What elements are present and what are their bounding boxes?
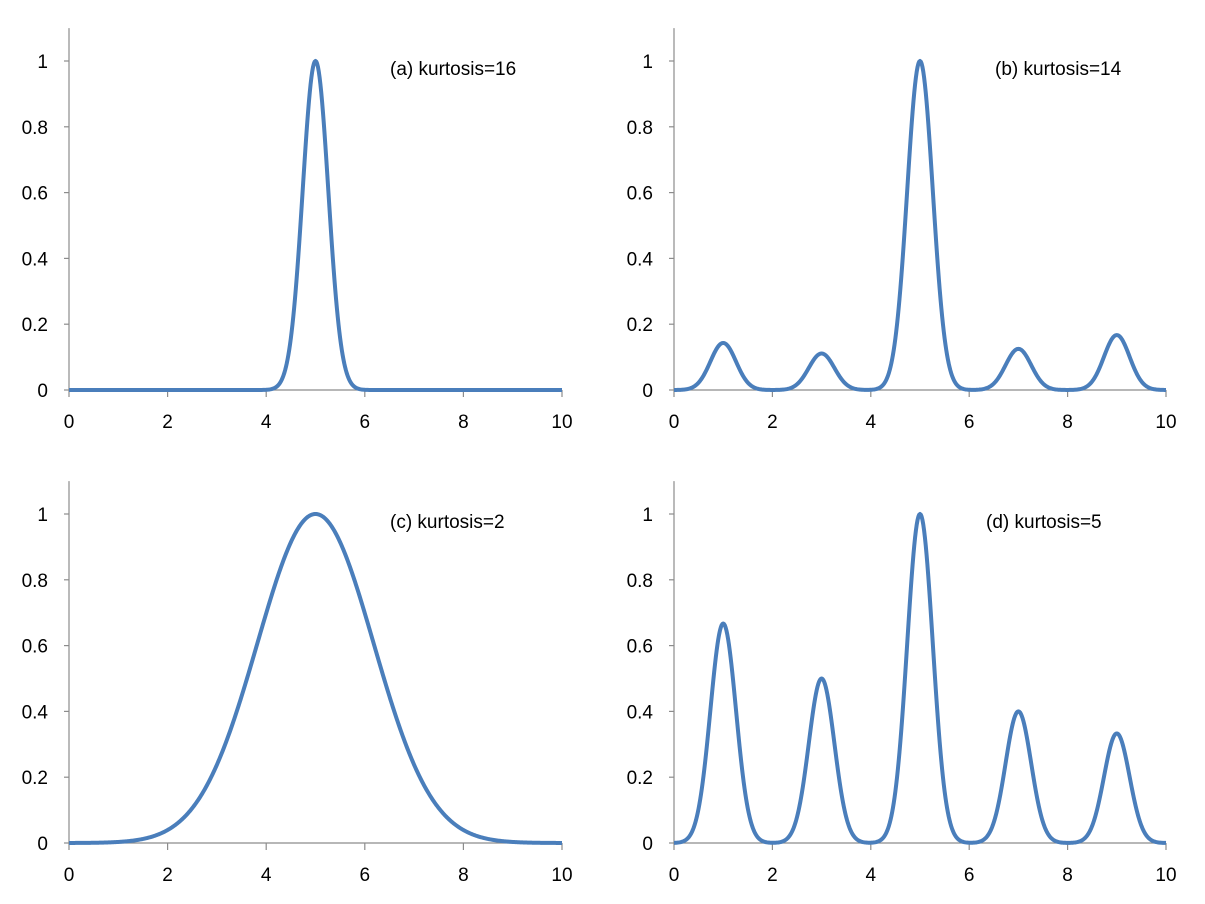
series-line: [672, 512, 1168, 845]
y-tick-label: 0.2: [22, 315, 48, 336]
y-tick-label: 1: [642, 52, 653, 73]
x-tick-label: 0: [669, 865, 680, 886]
y-tick-label: 0: [37, 381, 48, 402]
y-tick-label: 0.6: [22, 184, 48, 205]
x-tick-label: 8: [1062, 412, 1073, 433]
x-tick-label: 2: [767, 412, 778, 433]
y-tick-label: 0.2: [22, 768, 48, 789]
y-tick-label: 0.8: [22, 118, 48, 139]
x-tick-label: 8: [458, 865, 469, 886]
x-tick-label: 2: [767, 865, 778, 886]
x-tick-label: 10: [551, 865, 572, 886]
y-tick-label: 0.2: [627, 315, 653, 336]
y-tick-label: 0: [642, 381, 653, 402]
y-tick-label: 0.4: [627, 249, 654, 270]
y-tick-label: 0.4: [627, 702, 654, 723]
y-tick-label: 1: [37, 52, 48, 73]
y-tick-label: 0: [642, 834, 653, 855]
y-tick-label: 0.8: [627, 571, 653, 592]
x-tick-label: 0: [64, 865, 75, 886]
y-tick-label: 1: [37, 505, 48, 526]
subplot-d: 00.20.40.60.810 2 4 6 8 10(d) kurtosis=5: [627, 481, 1177, 886]
y-tick-label: 0: [37, 834, 48, 855]
x-tick-label: 6: [964, 412, 975, 433]
x-tick-label: 10: [1155, 412, 1176, 433]
x-tick-label: 10: [1155, 865, 1176, 886]
series-line: [67, 59, 564, 392]
x-tick-label: 10: [551, 412, 572, 433]
x-tick-label: 8: [458, 412, 469, 433]
y-tick-label: 0.8: [627, 118, 653, 139]
series-line: [672, 59, 1168, 392]
series-line: [67, 512, 564, 845]
y-tick-label: 0.4: [22, 249, 49, 270]
x-tick-label: 6: [360, 412, 371, 433]
y-tick-label: 0.8: [22, 571, 48, 592]
subplot-title: (c) kurtosis=2: [390, 512, 505, 533]
subplot-title: (d) kurtosis=5: [986, 512, 1102, 533]
x-tick-label: 0: [669, 412, 680, 433]
x-tick-label: 4: [261, 865, 272, 886]
x-tick-label: 4: [866, 865, 877, 886]
y-tick-label: 0.2: [627, 768, 653, 789]
x-tick-label: 0: [64, 412, 75, 433]
y-tick-label: 0.6: [22, 637, 48, 658]
y-tick-label: 0.4: [22, 702, 49, 723]
x-tick-label: 6: [360, 865, 371, 886]
x-tick-label: 6: [964, 865, 975, 886]
x-tick-label: 4: [866, 412, 877, 433]
x-tick-label: 4: [261, 412, 272, 433]
y-tick-label: 1: [642, 505, 653, 526]
x-tick-label: 8: [1062, 865, 1073, 886]
y-tick-label: 0.6: [627, 637, 653, 658]
subplot-a: 00.20.40.60.810 2 4 6 8 10(a) kurtosis=16: [22, 28, 573, 433]
subplot-c: 00.20.40.60.810 2 4 6 8 10(c) kurtosis=2: [22, 481, 573, 886]
subplot-title: (a) kurtosis=16: [390, 59, 516, 80]
x-tick-label: 2: [162, 412, 173, 433]
subplot-title: (b) kurtosis=14: [995, 59, 1122, 80]
x-tick-label: 2: [162, 865, 173, 886]
subplot-b: 00.20.40.60.810 2 4 6 8 10(b) kurtosis=14: [627, 28, 1177, 433]
y-tick-label: 0.6: [627, 184, 653, 205]
